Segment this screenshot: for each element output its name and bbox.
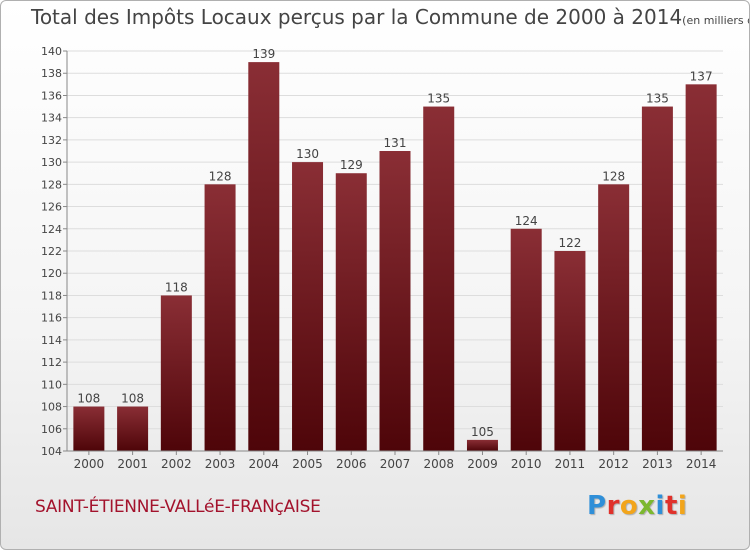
y-tick-label: 106 [41,423,62,436]
y-tick-label: 126 [41,201,62,214]
y-tick-label: 134 [41,112,62,125]
x-tick-label: 2003 [205,457,236,471]
y-tick-label: 118 [41,289,62,302]
x-tick-label: 2011 [555,457,586,471]
title-unit: (en milliers d'€) [682,14,749,27]
bar-value-label: 105 [471,425,494,439]
y-tick-label: 140 [41,45,62,58]
x-tick-label: 2012 [598,457,629,471]
bar [204,184,236,452]
chart-title: Total des Impôts Locaux perçus par la Co… [31,5,749,29]
y-tick-label: 124 [41,223,62,236]
y-tick-label: 114 [41,334,62,347]
bar [685,84,717,451]
x-tick-label: 2014 [686,457,717,471]
y-tick-label: 136 [41,89,62,102]
bar [510,228,542,451]
logo-letter: i [677,491,688,521]
bar-value-label: 128 [209,169,232,183]
bar-value-label: 108 [121,392,144,406]
bar-value-label: 130 [296,147,319,161]
bar-value-label: 118 [165,280,188,294]
x-tick-label: 2000 [74,457,105,471]
x-tick-label: 2007 [380,457,411,471]
bar [554,251,586,451]
bar [248,62,280,451]
bar [466,439,498,451]
x-tick-label: 2001 [117,457,148,471]
bar-value-label: 128 [602,169,625,183]
x-tick-label: 2006 [336,457,367,471]
bar [160,295,192,451]
bar [379,151,411,451]
logo-letter: P [587,491,607,521]
logo-letter: t [664,491,678,521]
bar-value-label: 135 [646,92,669,106]
y-tick-label: 120 [41,267,62,280]
x-tick-label: 2013 [642,457,673,471]
bar-value-label: 124 [515,214,538,228]
bar-value-label: 137 [690,69,713,83]
bars: 108 108 118 128 139 130 129 131 135 105 124 122 128 1… [73,47,717,452]
bar-value-label: 139 [252,47,275,61]
logo-letter: o [619,491,639,521]
x-tick-label: 2010 [511,457,542,471]
x-tick-label: 2004 [249,457,280,471]
proxiti-logo[interactable]: Proxiti [587,491,687,521]
bar [335,173,367,451]
bar-value-label: 131 [384,136,407,150]
axes: 1041061081101121141161181201221241261281… [41,45,723,471]
logo-letter: i [655,491,665,521]
y-tick-label: 138 [41,67,62,80]
bar-value-label: 129 [340,158,363,172]
commune-name: SAINT-ÉTIENNE-VALLéE-FRANçAISE [35,497,321,517]
bar [641,106,673,452]
title-text: Total des Impôts Locaux perçus par la Co… [31,5,683,29]
logo-letter: x [638,491,656,521]
bar-value-label: 122 [558,236,581,250]
y-tick-label: 110 [41,378,62,391]
y-tick-label: 104 [41,445,62,458]
bar-value-label: 135 [427,92,450,106]
logo-letter: r [606,491,620,521]
bar [598,184,630,452]
y-tick-label: 128 [41,178,62,191]
y-tick-label: 122 [41,245,62,258]
bar [292,162,324,451]
x-tick-label: 2009 [467,457,498,471]
y-tick-label: 112 [41,356,62,369]
y-tick-label: 108 [41,401,62,414]
y-tick-label: 116 [41,312,62,325]
x-tick-label: 2005 [292,457,323,471]
x-tick-label: 2008 [423,457,454,471]
bar [117,406,149,451]
bar [423,106,455,452]
bar-value-label: 108 [77,392,100,406]
y-tick-label: 132 [41,134,62,147]
bar [73,406,105,451]
y-tick-label: 130 [41,156,62,169]
x-tick-label: 2002 [161,457,192,471]
